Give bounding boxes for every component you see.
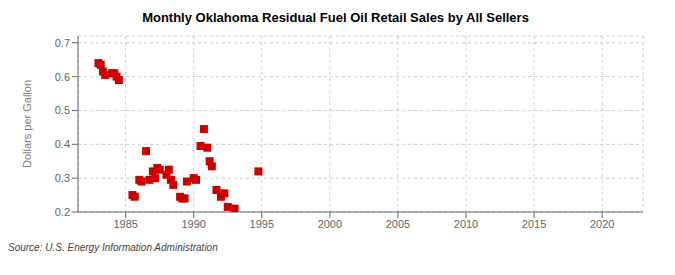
svg-text:2015: 2015 bbox=[522, 218, 546, 230]
svg-text:2020: 2020 bbox=[590, 218, 614, 230]
svg-text:2000: 2000 bbox=[318, 218, 342, 230]
svg-text:0.3: 0.3 bbox=[55, 172, 70, 184]
svg-text:1990: 1990 bbox=[181, 218, 205, 230]
svg-text:1995: 1995 bbox=[250, 218, 274, 230]
html-text:Source: U.S. Energy Informatio: Source: U.S. Energy Information Administ… bbox=[8, 242, 218, 253]
svg-text:0.5: 0.5 bbox=[55, 104, 70, 116]
svg-text:0.7: 0.7 bbox=[55, 37, 70, 49]
html-text:Monthly Oklahoma Residual Fuel: Monthly Oklahoma Residual Fuel Oil Retai… bbox=[142, 10, 529, 25]
svg-text:0.2: 0.2 bbox=[55, 206, 70, 218]
svg-text:0.4: 0.4 bbox=[55, 138, 70, 150]
svg-text:Dollars per Gallon: Dollars per Gallon bbox=[21, 80, 33, 168]
svg-text:2005: 2005 bbox=[386, 218, 410, 230]
svg-text:1985: 1985 bbox=[113, 218, 137, 230]
svg-text:0.6: 0.6 bbox=[55, 71, 70, 83]
svg-text:2010: 2010 bbox=[454, 218, 478, 230]
